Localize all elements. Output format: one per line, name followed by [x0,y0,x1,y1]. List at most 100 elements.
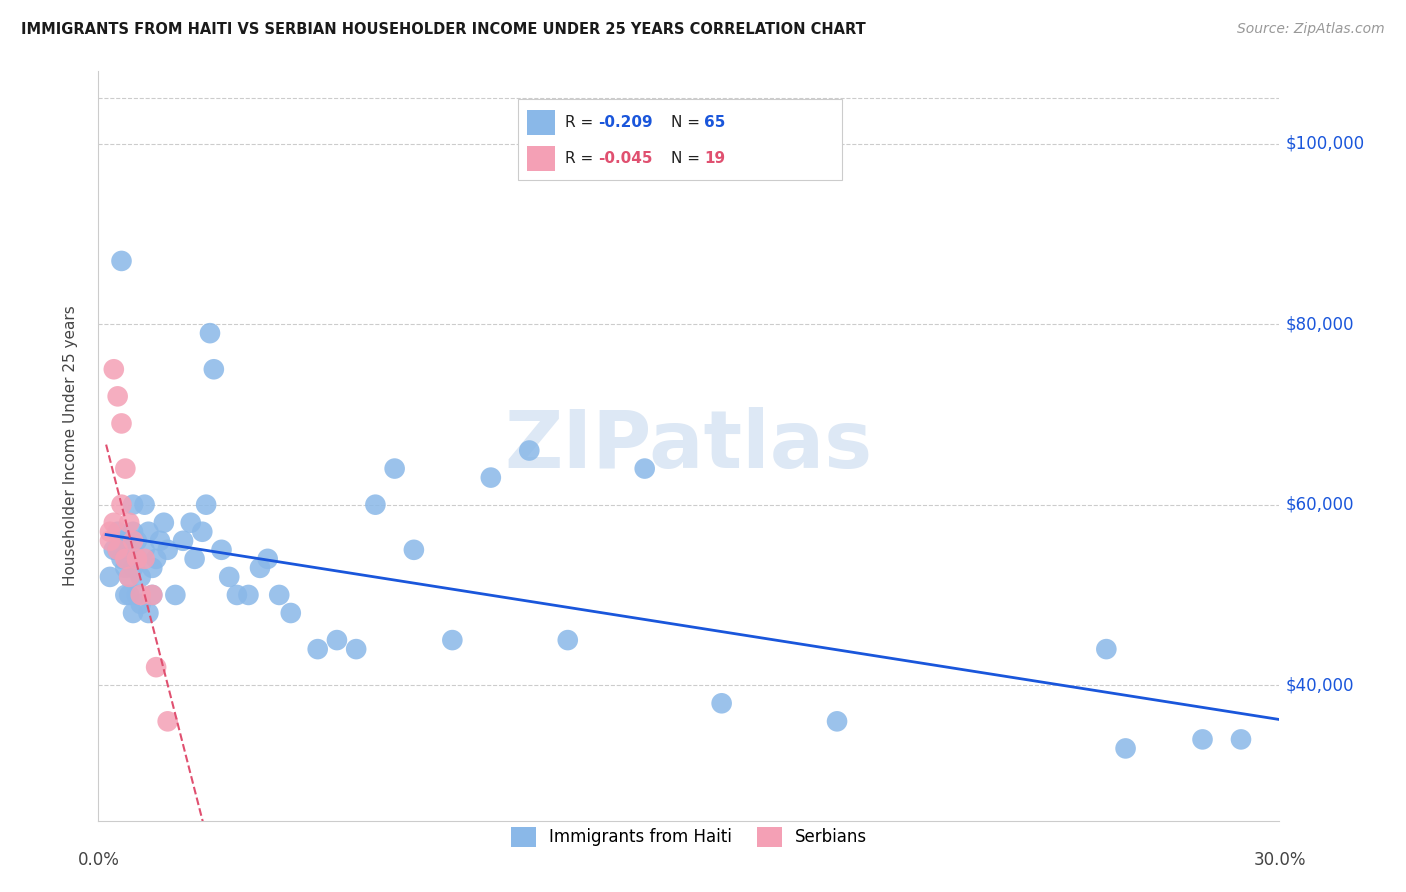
Point [114,552,136,566]
Text: -0.045: -0.045 [598,151,652,166]
Text: 19: 19 [704,151,725,166]
Point [141,588,163,602]
Text: Source: ZipAtlas.com: Source: ZipAtlas.com [1237,22,1385,37]
Text: R =: R = [565,151,598,166]
Point [110,552,132,566]
Point [326,633,349,648]
Point [180,516,202,530]
Point [122,561,145,575]
Point [134,542,156,557]
Point [118,516,141,530]
Point [98,533,121,548]
Point [138,606,160,620]
Point [280,606,302,620]
Point [249,561,271,575]
Bar [527,146,555,171]
Point [138,524,160,539]
Point [156,542,179,557]
Point [441,633,464,648]
Point [110,254,132,268]
Point [145,660,167,674]
Point [202,362,225,376]
Point [122,533,145,548]
Point [218,570,240,584]
Point [238,588,260,602]
Text: R =: R = [565,115,598,130]
Point [107,524,129,539]
Point [103,542,125,557]
Point [129,588,152,602]
Text: N =: N = [671,115,704,130]
Point [122,498,145,512]
Text: 65: 65 [704,115,725,130]
Point [107,542,129,557]
Point [98,524,121,539]
Point [364,498,387,512]
Text: 30.0%: 30.0% [1253,851,1306,869]
Point [110,533,132,548]
Text: ZIPatlas: ZIPatlas [505,407,873,485]
Point [129,597,152,611]
Point [134,498,156,512]
Point [118,570,141,584]
Point [191,524,214,539]
Point [141,588,163,602]
Point [479,470,502,484]
Point [153,516,176,530]
Point [118,588,141,602]
Point [634,461,657,475]
Text: $40,000: $40,000 [1285,676,1354,694]
Point [825,714,848,729]
Point [134,552,156,566]
Text: IMMIGRANTS FROM HAITI VS SERBIAN HOUSEHOLDER INCOME UNDER 25 YEARS CORRELATION C: IMMIGRANTS FROM HAITI VS SERBIAN HOUSEHO… [21,22,866,37]
Point [557,633,579,648]
Point [114,461,136,475]
Point [211,542,233,557]
Point [172,533,194,548]
Point [195,498,218,512]
Point [517,443,540,458]
Text: $60,000: $60,000 [1285,496,1354,514]
Point [98,570,121,584]
Point [145,552,167,566]
Point [1191,732,1213,747]
Point [183,552,205,566]
Point [107,542,129,557]
Point [344,642,367,657]
Point [125,552,148,566]
Y-axis label: Householder Income Under 25 years: Householder Income Under 25 years [63,306,77,586]
Point [122,606,145,620]
Point [107,389,129,403]
Point [384,461,406,475]
Point [125,588,148,602]
Point [402,542,425,557]
Text: $80,000: $80,000 [1285,315,1354,333]
FancyBboxPatch shape [517,99,842,180]
Point [129,570,152,584]
Point [122,524,145,539]
Point [198,326,221,340]
Legend: Immigrants from Haiti, Serbians: Immigrants from Haiti, Serbians [503,820,875,854]
Point [114,561,136,575]
Point [114,533,136,548]
Point [125,533,148,548]
Text: $100,000: $100,000 [1285,135,1364,153]
Point [114,588,136,602]
Point [110,417,132,431]
Point [710,696,733,710]
Point [149,533,172,548]
Point [1115,741,1137,756]
Point [118,542,141,557]
Point [156,714,179,729]
Text: 0.0%: 0.0% [77,851,120,869]
Point [103,516,125,530]
Text: -0.209: -0.209 [598,115,652,130]
Point [256,552,278,566]
Point [1095,642,1118,657]
Point [269,588,291,602]
Point [307,642,329,657]
Text: N =: N = [671,151,704,166]
Point [1230,732,1253,747]
Point [125,552,148,566]
Point [118,570,141,584]
